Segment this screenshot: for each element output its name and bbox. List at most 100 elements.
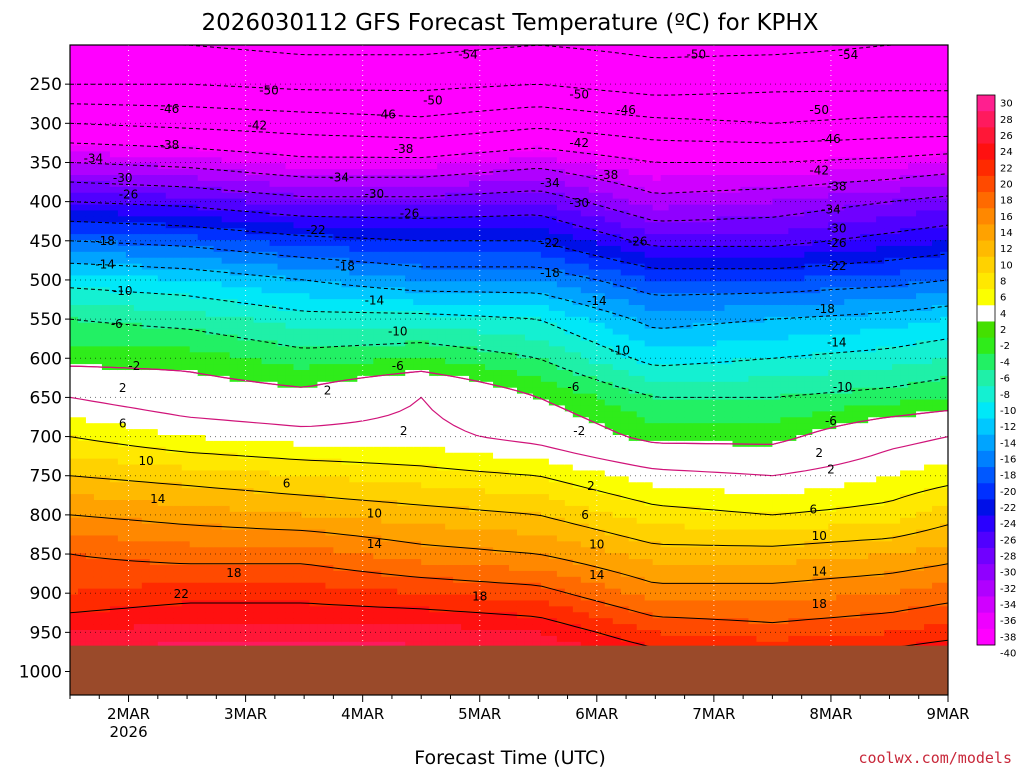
contour-label: 22 xyxy=(174,587,189,601)
colorbar-label: -22 xyxy=(1000,503,1016,514)
contour-label: -50 xyxy=(259,83,279,97)
contour-labels: -54 -50 -54 -50 -50 -50 -50 -46 -46 -46 -46 -42 -42 -… xyxy=(84,47,859,611)
y-tick-label: 600 xyxy=(30,349,62,369)
isotherm--6 xyxy=(70,318,948,398)
contour-label: -34 xyxy=(329,170,349,184)
contour-label: -38 xyxy=(599,168,619,182)
colorbar-swatch xyxy=(977,628,995,646)
x-tick-label: 7MAR xyxy=(692,705,735,723)
contour-label: -38 xyxy=(827,180,847,194)
contour-label: -18 xyxy=(540,266,560,280)
colorbar-swatch xyxy=(977,240,995,258)
isotherm--34 xyxy=(70,162,948,194)
contour-label: 2 xyxy=(119,381,127,395)
colorbar-label: 20 xyxy=(1000,179,1013,190)
colorbar-label: 12 xyxy=(1000,244,1013,255)
colorbar-label: -2 xyxy=(1000,341,1010,352)
contour-label: 6 xyxy=(283,477,291,491)
contour-label: 6 xyxy=(119,416,127,430)
contour-label: -54 xyxy=(458,47,478,61)
ground-surface xyxy=(70,645,948,695)
contour-label: -50 xyxy=(569,87,589,101)
colorbar-swatch xyxy=(977,564,995,581)
colorbar-label: 2 xyxy=(1000,325,1006,336)
contour-label: -50 xyxy=(809,103,829,117)
contour-label: 2 xyxy=(815,446,823,460)
colorbar-swatch xyxy=(977,272,995,290)
y-tick-label: 300 xyxy=(30,114,62,134)
contour-label: 10 xyxy=(367,506,382,520)
colorbar-label: 14 xyxy=(1000,228,1013,239)
colorbar-swatch xyxy=(977,370,995,387)
contour-label: -42 xyxy=(248,119,268,133)
x-tick-label: 3MAR xyxy=(224,705,267,723)
colorbar-label: -30 xyxy=(1000,568,1016,579)
isotherm--2 xyxy=(70,365,948,446)
isotherm--14 xyxy=(70,262,948,329)
colorbar-label: 24 xyxy=(1000,147,1013,158)
contour-label: 10 xyxy=(138,454,153,468)
credit-label: coolwx.com/models xyxy=(858,749,1012,767)
contour-label: -46 xyxy=(376,108,396,122)
colorbar-label: 6 xyxy=(1000,293,1006,304)
contour-label: -26 xyxy=(827,236,847,250)
colorbar-swatch xyxy=(977,580,995,597)
y-tick-label: 550 xyxy=(30,310,62,330)
y-tick-label: 250 xyxy=(30,75,62,95)
contour-label: -18 xyxy=(815,302,835,316)
colorbar-swatch xyxy=(977,467,995,484)
isotherm--18 xyxy=(70,240,948,296)
contour-label: -30 xyxy=(569,196,589,210)
colorbar-swatch xyxy=(977,531,995,549)
colorbar-label: 10 xyxy=(1000,260,1013,271)
colorbar-label: -38 xyxy=(1000,632,1016,643)
isotherm-6 xyxy=(70,436,948,516)
colorbar-label: 26 xyxy=(1000,131,1013,142)
contour-label: -10 xyxy=(388,325,408,339)
contour-label: -14 xyxy=(587,294,607,308)
colorbar-label: -12 xyxy=(1000,422,1016,433)
colorbar-swatch xyxy=(977,353,995,371)
x-axis-label: Forecast Time (UTC) xyxy=(414,747,605,768)
colorbar-swatch xyxy=(977,418,995,436)
x-tick-label: 8MAR xyxy=(809,705,852,723)
colorbar-label: -8 xyxy=(1000,390,1010,401)
colorbar-swatch xyxy=(977,434,995,452)
contour-label: -50 xyxy=(423,94,443,108)
isotherm--22 xyxy=(70,220,948,270)
contour-label: -6 xyxy=(111,317,123,331)
contour-label: 18 xyxy=(226,566,241,580)
colorbar-label: -6 xyxy=(1000,374,1010,385)
contour-label: 14 xyxy=(812,564,827,578)
y-tick-label: 700 xyxy=(30,428,62,448)
x-tick-label: 4MAR xyxy=(341,705,384,723)
contour-label: -26 xyxy=(119,188,139,202)
colorbar-swatch xyxy=(977,305,995,322)
contour-label: 2 xyxy=(827,462,835,476)
contour-label: -14 xyxy=(365,293,385,307)
contour-label: -42 xyxy=(809,163,829,177)
colorbar-label: -24 xyxy=(1000,519,1016,530)
colorbar-label: -18 xyxy=(1000,471,1016,482)
colorbar-label: 18 xyxy=(1000,196,1013,207)
colorbar-swatch xyxy=(977,499,995,516)
contour-label: -22 xyxy=(306,223,326,237)
isotherm--10 xyxy=(70,287,948,367)
y-tick-label: 400 xyxy=(30,193,62,213)
isotherm-14 xyxy=(70,514,948,584)
contour-label: -26 xyxy=(400,206,420,220)
colorbar-swatch xyxy=(977,208,995,225)
contour-label: -6 xyxy=(567,380,579,394)
colorbar-swatch xyxy=(977,483,995,500)
contour-label: -54 xyxy=(839,48,859,62)
colorbar-label: -28 xyxy=(1000,552,1016,563)
contour-label: -50 xyxy=(687,47,707,61)
contour-label: -6 xyxy=(825,414,837,428)
contour-label: 2 xyxy=(324,383,332,397)
colorbar-swatch xyxy=(977,612,995,630)
y-tick-label: 800 xyxy=(30,506,62,526)
colorbar-swatch xyxy=(977,450,995,468)
colorbar-label: -20 xyxy=(1000,487,1016,498)
colorbar-label: 22 xyxy=(1000,163,1013,174)
